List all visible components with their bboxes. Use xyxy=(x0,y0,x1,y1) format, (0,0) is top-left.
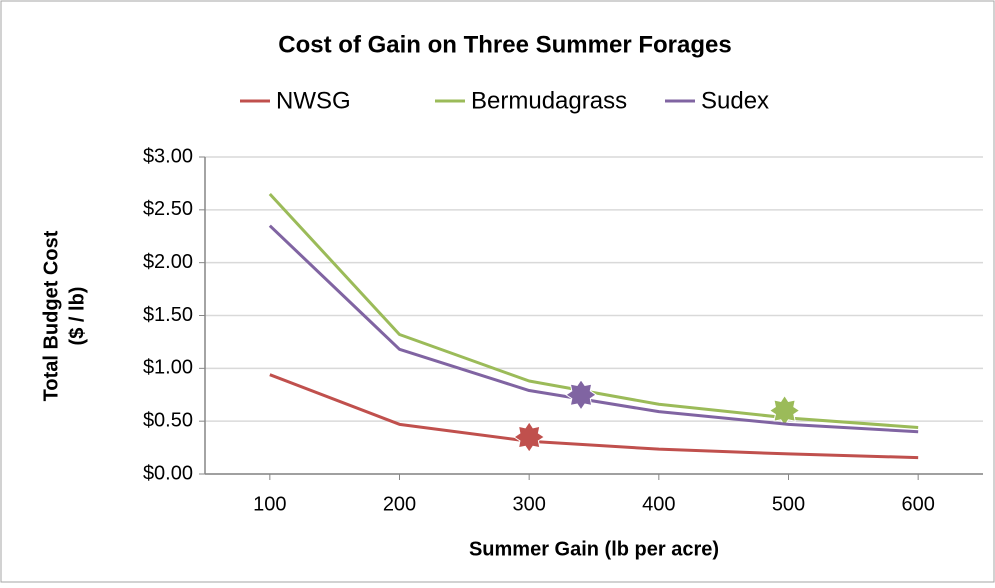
legend-label: NWSG xyxy=(276,87,351,114)
x-axis-title: Summer Gain (lb per acre) xyxy=(469,538,719,560)
x-tick-label: 100 xyxy=(253,493,286,515)
highlight-star xyxy=(768,394,801,427)
x-tick-label: 300 xyxy=(512,493,545,515)
x-tick-label: 400 xyxy=(642,493,675,515)
legend-label: Sudex xyxy=(701,87,769,114)
x-tick-label: 600 xyxy=(901,493,934,515)
series-line xyxy=(269,373,919,460)
y-axis-title: Total Budget Cost xyxy=(40,230,62,401)
x-tick-label: 500 xyxy=(772,493,805,515)
y-tick-label: $0.00 xyxy=(143,462,193,484)
y-axis-title: ($ / lb) xyxy=(66,287,88,346)
x-tick-label: 200 xyxy=(383,493,416,515)
legend-label: Bermudagrass xyxy=(471,87,627,114)
series-line xyxy=(268,192,919,430)
highlight-star xyxy=(513,421,546,453)
y-tick-label: $2.50 xyxy=(143,198,193,220)
y-tick-label: $1.50 xyxy=(143,304,193,326)
y-tick-label: $3.00 xyxy=(143,145,193,167)
y-tick-label: $1.00 xyxy=(143,357,193,379)
y-tick-label: $0.50 xyxy=(143,409,193,431)
y-tick-label: $2.00 xyxy=(143,251,193,273)
highlight-star xyxy=(565,378,597,411)
series-line xyxy=(268,224,919,434)
chart-title: Cost of Gain on Three Summer Forages xyxy=(278,31,731,58)
